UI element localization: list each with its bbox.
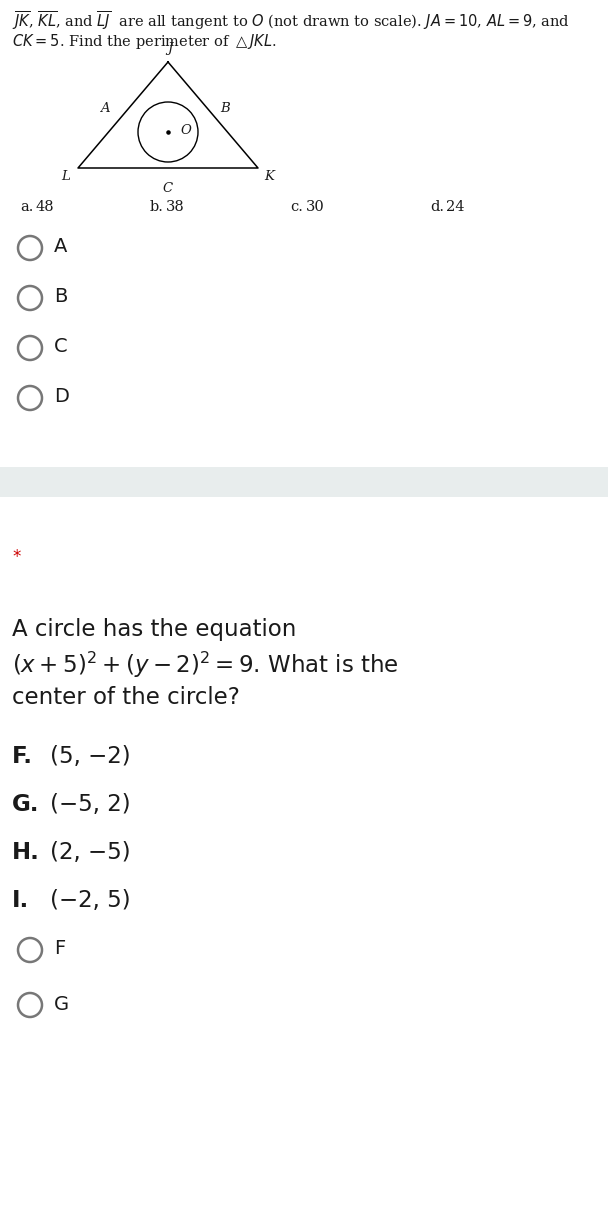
Text: $CK = 5$. Find the perimeter of $\triangle JKL$.: $CK = 5$. Find the perimeter of $\triang… xyxy=(12,32,277,51)
Text: b.: b. xyxy=(150,200,164,214)
Text: L: L xyxy=(61,170,70,183)
Text: $(x + 5)^2 + (y - 2)^2 = 9$. What is the: $(x + 5)^2 + (y - 2)^2 = 9$. What is the xyxy=(12,650,399,680)
Text: F.: F. xyxy=(12,745,33,768)
Text: B: B xyxy=(54,287,67,307)
Text: D: D xyxy=(54,387,69,406)
Text: 30: 30 xyxy=(306,200,325,214)
Text: A circle has the equation: A circle has the equation xyxy=(12,618,296,641)
Text: H.: H. xyxy=(12,841,40,864)
Text: J: J xyxy=(167,43,173,55)
Text: d.: d. xyxy=(430,200,444,214)
Text: $\overline{JK}$, $\overline{KL}$, and $\overline{LJ}$  are all tangent to $O$ (n: $\overline{JK}$, $\overline{KL}$, and $\… xyxy=(12,10,570,33)
Text: a.: a. xyxy=(20,200,33,214)
Text: F: F xyxy=(54,940,65,959)
Text: *: * xyxy=(12,548,21,566)
Text: C: C xyxy=(54,337,67,357)
Text: O: O xyxy=(180,123,191,136)
Text: center of the circle?: center of the circle? xyxy=(12,686,240,710)
Text: I.: I. xyxy=(12,888,29,912)
Text: (5, −2): (5, −2) xyxy=(50,745,131,768)
Text: C: C xyxy=(163,183,173,195)
Text: K: K xyxy=(264,170,274,183)
Text: A: A xyxy=(54,237,67,257)
Text: 24: 24 xyxy=(446,200,465,214)
Text: G: G xyxy=(54,994,69,1014)
Text: 48: 48 xyxy=(36,200,55,214)
Text: c.: c. xyxy=(290,200,303,214)
Text: (−2, 5): (−2, 5) xyxy=(50,888,131,912)
Text: G.: G. xyxy=(12,793,40,817)
Text: (2, −5): (2, −5) xyxy=(50,841,131,864)
Text: (−5, 2): (−5, 2) xyxy=(50,793,131,817)
Text: B: B xyxy=(220,101,230,114)
Bar xyxy=(0,467,608,497)
Text: A: A xyxy=(100,101,110,114)
Text: 38: 38 xyxy=(166,200,185,214)
